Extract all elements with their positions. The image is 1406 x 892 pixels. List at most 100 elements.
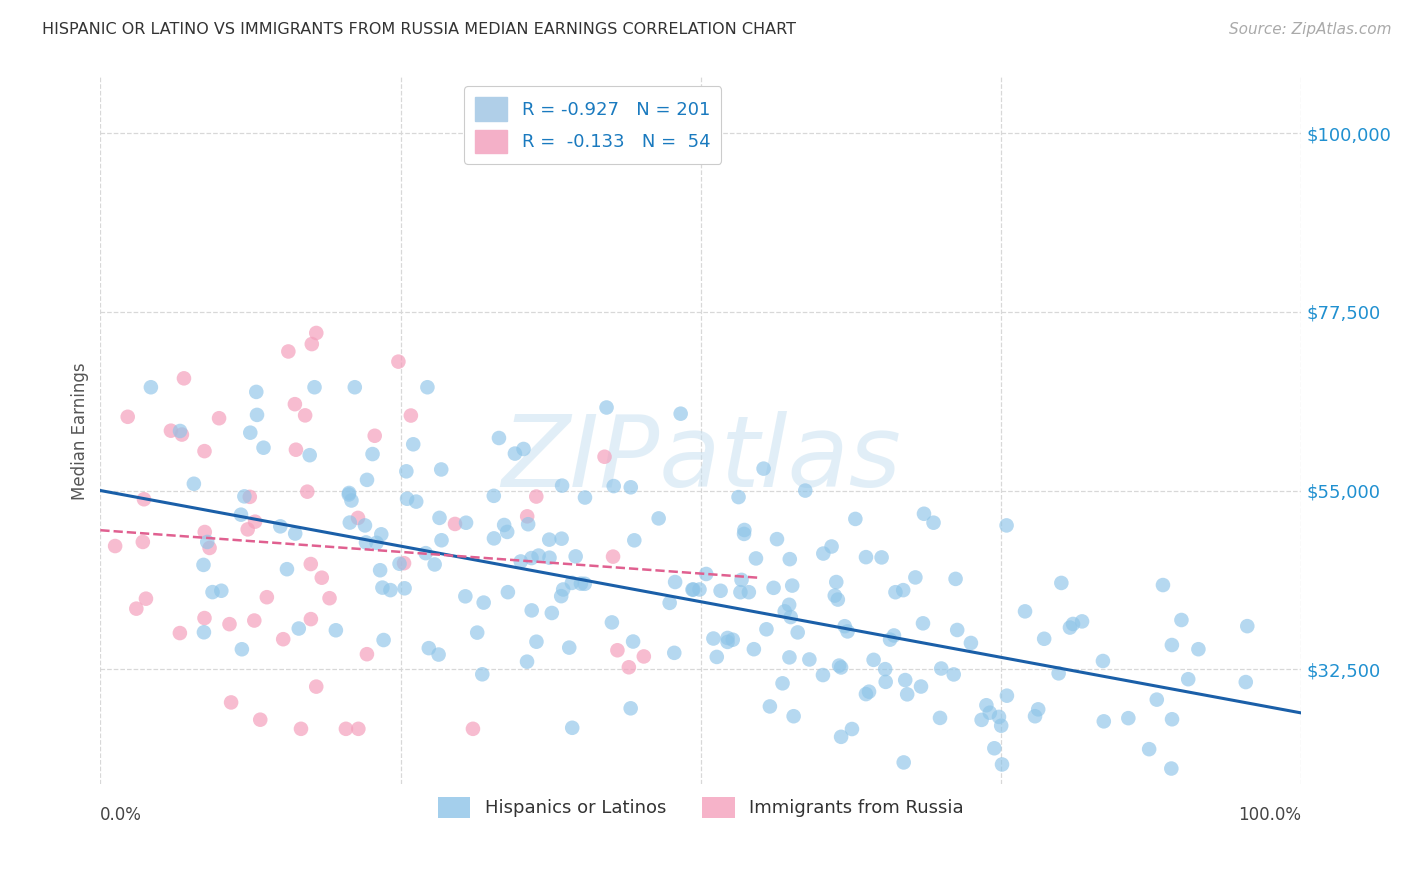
Point [194,524,217,539]
Point [482,532,505,546]
Point [366,536,388,550]
Point [773,604,796,618]
Point [405,494,427,508]
Point [1187,642,1209,657]
Point [496,585,519,599]
Point [494,518,516,533]
Point [721,632,744,647]
Point [132,492,155,507]
Point [595,401,617,415]
Point [1146,692,1168,706]
Point [945,572,967,586]
Point [799,652,821,666]
Point [243,515,266,529]
Point [574,491,596,505]
Point [219,695,242,709]
Point [716,635,738,649]
Point [682,582,704,597]
Point [600,615,623,630]
Point [233,489,256,503]
Point [780,578,803,592]
Point [325,624,347,638]
Point [388,557,411,571]
Point [1118,711,1140,725]
Point [730,585,752,599]
Point [269,519,291,533]
Point [104,539,127,553]
Point [139,380,162,394]
Point [298,448,321,462]
Point [311,571,333,585]
Point [430,462,453,476]
Point [745,551,768,566]
Point [394,582,416,596]
Point [858,684,880,698]
Point [755,622,778,636]
Point [427,648,450,662]
Point [193,611,215,625]
Point [160,424,183,438]
Point [198,541,221,555]
Point [183,476,205,491]
Point [239,425,262,440]
Point [287,622,309,636]
Point [132,535,155,549]
Point [356,473,378,487]
Point [762,581,785,595]
Point [1071,615,1094,629]
Point [454,516,477,530]
Point [855,550,877,565]
Point [297,484,319,499]
Point [277,344,299,359]
Point [1160,638,1182,652]
Point [170,427,193,442]
Point [911,616,934,631]
Point [208,411,231,425]
Point [347,511,370,525]
Point [418,641,440,656]
Point [778,598,800,612]
Point [837,624,859,639]
Point [883,628,905,642]
Point [706,649,728,664]
Point [361,447,384,461]
Point [1047,666,1070,681]
Point [682,582,704,597]
Text: ZIPatlas: ZIPatlas [501,410,901,508]
Point [117,409,139,424]
Point [827,592,849,607]
Point [195,535,218,549]
Point [396,491,419,506]
Point [461,722,484,736]
Point [201,585,224,599]
Point [290,722,312,736]
Point [252,441,274,455]
Text: 100.0%: 100.0% [1239,805,1302,823]
Point [844,512,866,526]
Point [454,590,477,604]
Point [305,680,328,694]
Point [239,490,262,504]
Point [912,507,935,521]
Point [647,511,669,525]
Point [343,380,366,394]
Point [825,575,848,590]
Point [1092,714,1115,729]
Point [574,576,596,591]
Point [125,601,148,615]
Point [733,527,755,541]
Point [245,384,267,399]
Point [995,518,1018,533]
Point [870,550,893,565]
Point [824,589,846,603]
Point [512,442,534,456]
Point [516,655,538,669]
Point [337,486,360,500]
Point [243,614,266,628]
Point [988,710,1011,724]
Point [371,581,394,595]
Point [471,667,494,681]
Point [423,558,446,572]
Point [488,431,510,445]
Point [658,596,681,610]
